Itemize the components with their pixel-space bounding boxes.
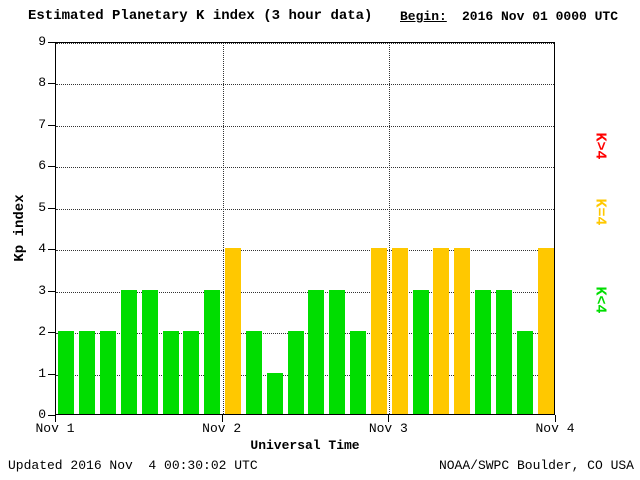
y-tick-label: 6: [38, 158, 46, 174]
y-tick: [48, 83, 55, 85]
x-tick: [221, 415, 223, 422]
grid-line-v: [389, 43, 391, 414]
grid-line-h: [56, 125, 554, 127]
y-tick-label: 2: [38, 324, 46, 340]
chart-title: Estimated Planetary K index (3 hour data…: [28, 8, 373, 24]
legend-k-lt-4: K<4: [591, 286, 609, 314]
kp-bar: [391, 248, 408, 414]
grid-line-h: [56, 43, 554, 44]
kp-bar: [162, 331, 179, 414]
grid-line-h: [56, 84, 554, 86]
grid-line-h: [56, 167, 554, 169]
kp-bar: [475, 289, 492, 414]
y-tick-label: 7: [38, 116, 46, 132]
y-tick: [48, 373, 55, 375]
updated-timestamp: Updated 2016 Nov 4 00:30:02 UTC: [8, 458, 258, 473]
kp-bar: [537, 248, 554, 414]
kp-bar: [225, 248, 242, 414]
y-tick: [48, 166, 55, 168]
y-tick: [48, 332, 55, 334]
kp-bar: [245, 331, 262, 414]
kp-bar: [58, 331, 75, 414]
plot-area: [55, 42, 555, 415]
kp-bar: [308, 289, 325, 414]
legend-k-eq-4: K=4: [591, 198, 609, 226]
kp-bar: [100, 331, 117, 414]
kp-bar: [412, 289, 429, 414]
legend-k-gt-4: K>4: [591, 132, 609, 160]
y-tick-label: 9: [38, 34, 46, 49]
x-tick: [55, 415, 56, 422]
x-tick: [388, 415, 390, 422]
y-tick-label: 5: [38, 199, 46, 215]
kp-bar: [141, 289, 158, 414]
kp-bar: [287, 331, 304, 414]
kp-bar: [79, 331, 96, 414]
kp-bar: [183, 331, 200, 414]
x-axis-label: Universal Time: [250, 438, 360, 453]
x-tick-label: Nov 1: [35, 421, 75, 436]
kp-bar: [266, 372, 283, 414]
y-tick-label: 4: [38, 241, 46, 257]
begin-label: Begin:: [400, 9, 447, 24]
kp-bar: [370, 248, 387, 414]
x-tick-label: Nov 2: [202, 421, 242, 436]
y-tick: [48, 42, 55, 43]
kp-bar: [433, 248, 450, 414]
kp-bar: [516, 331, 533, 414]
kp-bar: [454, 248, 471, 414]
grid-line-h: [56, 208, 554, 210]
kp-bar: [204, 289, 221, 414]
y-tick-label: 0: [38, 407, 46, 422]
y-tick: [48, 249, 55, 251]
kp-bar: [350, 331, 367, 414]
grid-line-h: [56, 291, 554, 293]
y-tick-label: 8: [38, 75, 46, 91]
grid-line-h: [56, 374, 554, 376]
y-tick-label: 3: [38, 282, 46, 298]
kp-bar: [329, 289, 346, 414]
y-tick: [48, 415, 55, 416]
kp-bar: [120, 289, 137, 414]
source-attribution: NOAA/SWPC Boulder, CO USA: [438, 458, 634, 473]
y-tick: [48, 124, 55, 126]
grid-line-h: [56, 250, 554, 252]
grid-line-h: [56, 333, 554, 335]
x-tick-label: Nov 3: [368, 421, 408, 436]
y-tick: [48, 207, 55, 209]
x-tick: [555, 415, 556, 422]
y-tick: [48, 290, 55, 292]
y-tick-label: 1: [38, 365, 46, 381]
kp-bar: [495, 289, 512, 414]
begin-value: 2016 Nov 01 0000 UTC: [462, 9, 619, 24]
x-tick-label: Nov 4: [535, 421, 575, 436]
grid-line-v: [222, 43, 224, 414]
